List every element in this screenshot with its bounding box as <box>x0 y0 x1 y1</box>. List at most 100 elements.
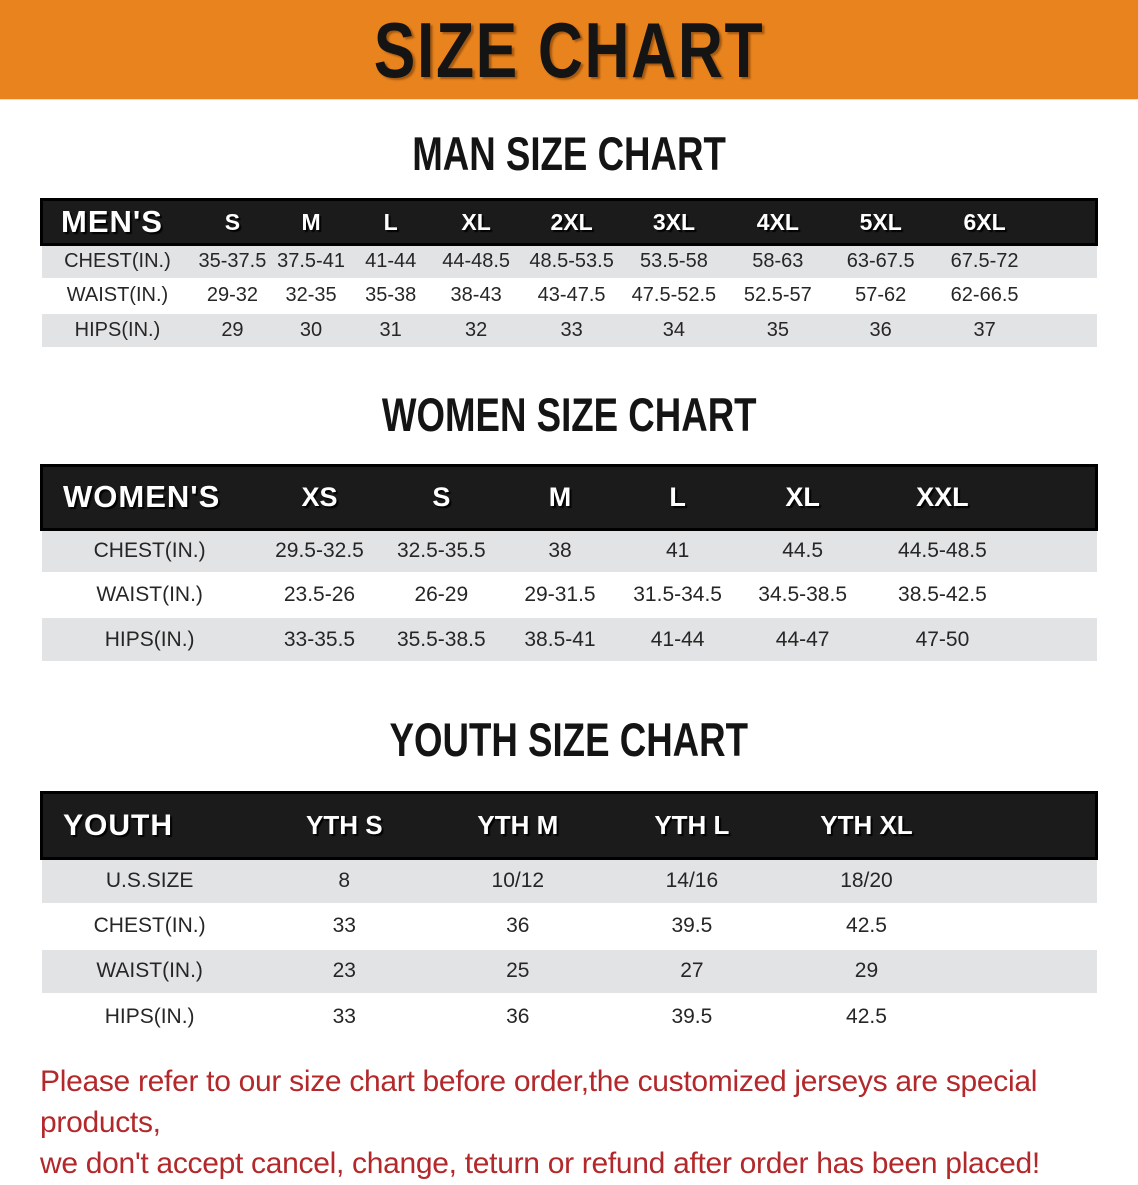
row-spacer <box>954 947 1097 994</box>
row-label: U.S.SIZE <box>41 857 258 904</box>
table-cell: 29 <box>778 947 955 994</box>
table-cell: 44-47 <box>736 616 869 661</box>
table-cell: 10/12 <box>430 857 605 904</box>
table-cell: 34.5-38.5 <box>736 572 869 617</box>
table-cell: 8 <box>257 857 431 904</box>
column-header: XS <box>257 463 382 531</box>
table-cell: 41-44 <box>350 243 431 279</box>
table-cell: 36 <box>430 992 605 1039</box>
row-spacer <box>1016 528 1097 573</box>
header-spacer <box>1037 198 1099 246</box>
table-cell: 43-47.5 <box>521 277 622 313</box>
column-header: 5XL <box>829 198 932 246</box>
table-cell: 27 <box>604 947 779 994</box>
table-cell: 38-43 <box>430 277 522 313</box>
table-cell: 44-48.5 <box>430 243 522 279</box>
women-size-table: WOMEN'S XS S M L XL XXL CHEST(IN.) 29.5-32.5 32.5… <box>39 463 1099 661</box>
disclaimer-note: Please refer to our size chart before or… <box>40 1061 1098 1185</box>
row-spacer <box>1037 277 1097 313</box>
page-title: SIZE CHART <box>373 5 765 94</box>
table-cell: 52.5-57 <box>726 277 830 313</box>
column-header: S <box>381 463 502 531</box>
table-row: WAIST(IN.) 29-32 32-35 35-38 38-43 43-47.5 47.… <box>41 277 1097 313</box>
table-cell: 36 <box>829 311 932 347</box>
table-row: WAIST(IN.) 23.5-26 26-29 29-31.5 31.5-34.5 34… <box>41 572 1097 617</box>
table-cell: 14/16 <box>604 857 779 904</box>
table-row: CHEST(IN.) 29.5-32.5 32.5-35.5 38 41 44.5 44.5… <box>41 528 1097 573</box>
table-cell: 57-62 <box>829 277 932 313</box>
table-cell: 58-63 <box>726 243 830 279</box>
section-heading-men-text: MAN SIZE CHART <box>412 127 726 180</box>
table-row: HIPS(IN.) 29 30 31 32 33 34 35 36 37 <box>41 311 1097 347</box>
disclaimer-line-1: Please refer to our size chart before or… <box>40 1064 1038 1139</box>
table-cell: 30 <box>271 311 351 347</box>
table-cell: 53.5-58 <box>621 243 727 279</box>
table-cell: 32-35 <box>271 277 351 313</box>
table-cell: 25 <box>430 947 605 994</box>
section-heading-women: WOMEN SIZE CHART <box>0 391 1138 438</box>
table-cell: 31 <box>350 311 431 347</box>
table-cell: 33 <box>521 311 622 347</box>
table-row: CHEST(IN.) 35-37.5 37.5-41 41-44 44-48.5 48.5… <box>41 243 1097 279</box>
column-header: M <box>271 198 351 246</box>
column-header: XL <box>736 463 869 531</box>
table-row: HIPS(IN.) 33 36 39.5 42.5 <box>41 992 1097 1039</box>
row-label: HIPS(IN.) <box>41 992 258 1039</box>
table-cell: 42.5 <box>778 992 955 1039</box>
table-cell: 39.5 <box>604 902 779 949</box>
disclaimer-line-2: we don't accept cancel, change, teturn o… <box>40 1147 1040 1181</box>
table-cell: 31.5-34.5 <box>618 572 737 617</box>
table-cell: 32 <box>430 311 522 347</box>
table-group-label: YOUTH <box>39 791 258 860</box>
table-cell: 35-37.5 <box>193 243 272 279</box>
table-row: HIPS(IN.) 33-35.5 35.5-38.5 38.5-41 41-44 44-… <box>41 616 1097 661</box>
table-cell: 39.5 <box>604 992 779 1039</box>
row-label: WAIST(IN.) <box>41 572 258 617</box>
men-size-table-container: MEN'S S M L XL 2XL 3XL 4XL 5XL 6XL CHEST(IN.) 35-37… <box>0 198 1138 347</box>
row-label: HIPS(IN.) <box>41 311 194 347</box>
table-cell: 63-67.5 <box>829 243 932 279</box>
row-spacer <box>1016 616 1097 661</box>
column-header: XXL <box>868 463 1017 531</box>
table-cell: 23.5-26 <box>257 572 382 617</box>
table-cell: 34 <box>621 311 727 347</box>
row-label: WAIST(IN.) <box>41 947 258 994</box>
table-group-label: WOMEN'S <box>39 463 258 531</box>
row-label: HIPS(IN.) <box>41 616 258 661</box>
table-cell: 41 <box>618 528 737 573</box>
table-cell: 35 <box>726 311 830 347</box>
youth-size-table: YOUTH YTH S YTH M YTH L YTH XL U.S.SIZE 8 10/12… <box>39 791 1099 1039</box>
table-header-row: MEN'S S M L XL 2XL 3XL 4XL 5XL 6XL <box>40 198 1099 246</box>
table-cell: 44.5 <box>736 528 869 573</box>
table-cell: 38.5-42.5 <box>868 572 1017 617</box>
table-cell: 23 <box>257 947 431 994</box>
column-header: YTH M <box>430 791 605 860</box>
table-cell: 36 <box>430 902 605 949</box>
table-cell: 37 <box>931 311 1038 347</box>
section-heading-youth-text: YOUTH SIZE CHART <box>389 713 749 766</box>
column-header: YTH L <box>604 791 779 860</box>
header-spacer <box>1016 463 1099 531</box>
table-cell: 35-38 <box>350 277 431 313</box>
table-cell: 42.5 <box>778 902 955 949</box>
column-header: 3XL <box>621 198 727 246</box>
table-cell: 37.5-41 <box>271 243 351 279</box>
table-cell: 47-50 <box>868 616 1017 661</box>
table-cell: 38 <box>501 528 619 573</box>
table-cell: 47.5-52.5 <box>621 277 727 313</box>
men-size-table: MEN'S S M L XL 2XL 3XL 4XL 5XL 6XL CHEST(IN.) 35-37… <box>40 198 1099 347</box>
row-label: CHEST(IN.) <box>41 902 258 949</box>
column-header: S <box>193 198 272 246</box>
table-row: WAIST(IN.) 23 25 27 29 <box>41 947 1097 994</box>
table-row: CHEST(IN.) 33 36 39.5 42.5 <box>41 902 1097 949</box>
row-spacer <box>1016 572 1097 617</box>
column-header: YTH XL <box>778 791 955 860</box>
row-label: WAIST(IN.) <box>41 277 194 313</box>
row-label: CHEST(IN.) <box>41 528 258 573</box>
table-cell: 29-32 <box>193 277 272 313</box>
row-spacer <box>954 992 1097 1039</box>
youth-size-table-container: YOUTH YTH S YTH M YTH L YTH XL U.S.SIZE 8 10/12… <box>0 791 1138 1039</box>
row-spacer <box>954 857 1097 904</box>
table-cell: 41-44 <box>618 616 737 661</box>
table-cell: 29 <box>193 311 272 347</box>
